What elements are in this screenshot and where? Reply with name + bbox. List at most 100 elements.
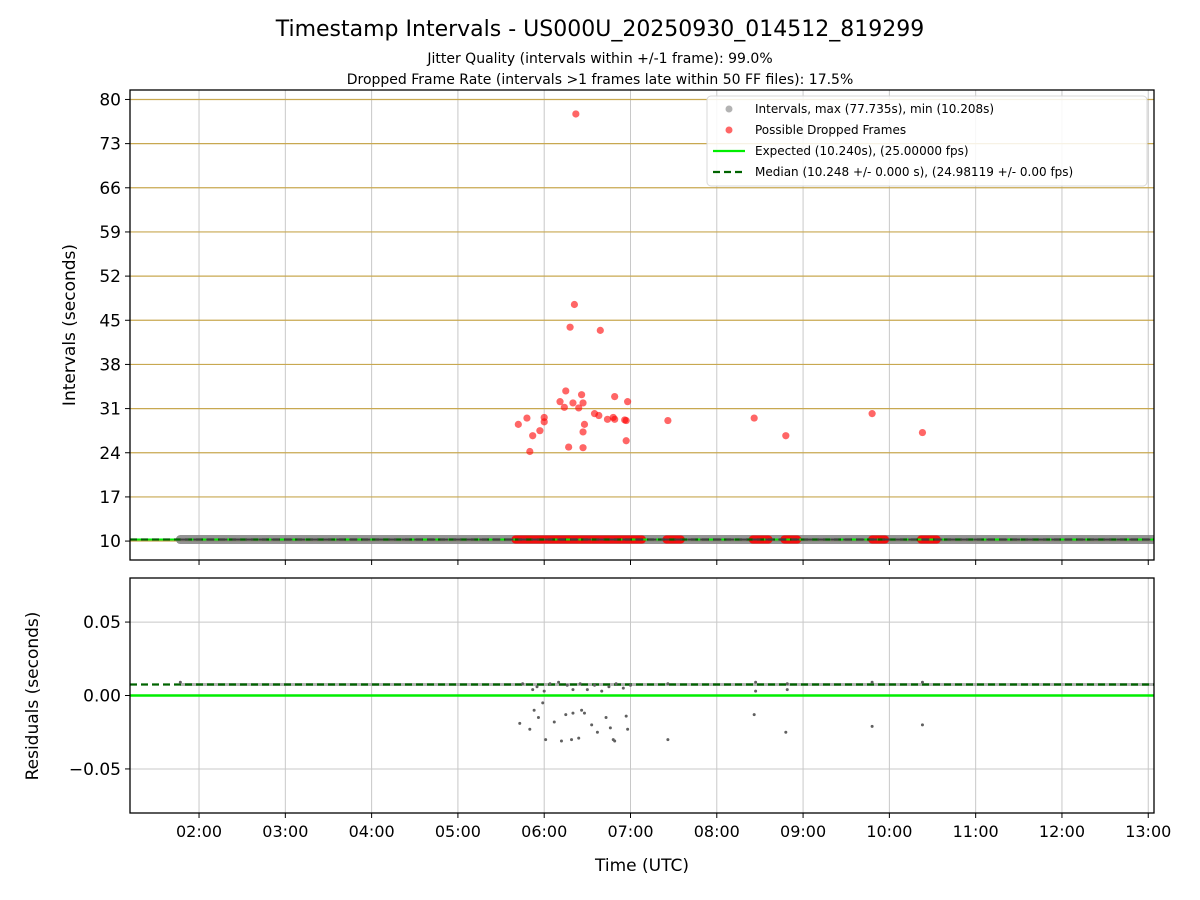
x-tick-label: 10:00 <box>866 822 912 841</box>
residual-point <box>608 726 612 730</box>
residual-point <box>607 685 611 689</box>
intervals-y-tick-label: 17 <box>99 488 121 508</box>
dropped-frame-point <box>622 437 630 445</box>
intervals-y-tick-label: 24 <box>99 444 121 464</box>
x-tick-label: 08:00 <box>694 822 740 841</box>
x-tick-label: 11:00 <box>953 822 999 841</box>
legend-marker-dropped <box>725 126 733 134</box>
residual-point <box>521 682 525 686</box>
dropped-frame-point <box>603 415 612 423</box>
residual-point <box>518 721 522 725</box>
dropped-frame-point <box>579 399 587 407</box>
residual-point <box>784 730 788 734</box>
residuals-y-tick-label: 0.00 <box>83 687 121 707</box>
x-tick-label: 07:00 <box>607 822 653 841</box>
intervals-frame <box>129 89 1155 561</box>
dropped-frame-point <box>570 300 579 309</box>
dropped-frame-point <box>556 398 564 406</box>
residual-point <box>571 711 575 715</box>
x-tick-label: 02:00 <box>176 822 222 841</box>
intervals-y-tick-label: 52 <box>99 267 121 287</box>
x-tick-label: 09:00 <box>780 822 826 841</box>
residual-point <box>528 727 532 731</box>
x-tick-label: 05:00 <box>435 822 481 841</box>
intervals-y-tick-label: 66 <box>99 179 121 199</box>
x-tick-label: 04:00 <box>349 822 395 841</box>
residual-point <box>593 683 597 687</box>
legend-box <box>706 95 1148 187</box>
residual-point <box>614 682 618 686</box>
residual-point <box>542 689 546 693</box>
dropped-frame-point <box>750 414 758 422</box>
legend-label-intervals: Intervals, max (77.735s), min (10.208s) <box>755 102 994 116</box>
residual-point <box>571 688 575 692</box>
dropped-frame-point <box>918 428 927 437</box>
residual-point <box>613 739 617 743</box>
dropped-frame-point <box>536 427 544 435</box>
intervals-y-tick-label: 31 <box>99 400 121 420</box>
residual-point <box>531 688 535 692</box>
dropped-frame-point <box>566 323 574 331</box>
dropped-frame-point <box>572 110 580 118</box>
intervals-plot-area <box>130 110 1154 545</box>
residual-point <box>595 730 599 734</box>
intervals-y-tick-label: 45 <box>99 311 121 331</box>
residual-point <box>604 716 608 720</box>
chart-title: Timestamp Intervals - US000U_20250930_01… <box>275 17 925 42</box>
dropped-frame-point <box>579 444 587 452</box>
chart-subtitle-jitter: Jitter Quality (intervals within +/-1 fr… <box>426 51 772 67</box>
residual-point <box>920 680 924 684</box>
dropped-frame-point <box>540 418 548 426</box>
dropped-frame-point <box>565 443 573 451</box>
residuals-plot-area <box>130 680 1154 743</box>
residuals-panel: 02:00 03:00 04:00 05:00 06:00 07:00 08:00 09:00… <box>23 577 1171 876</box>
legend: Intervals, max (77.735s), min (10.208s) … <box>706 95 1148 187</box>
residual-point <box>577 736 581 740</box>
dropped-frame-point <box>611 393 619 401</box>
legend-marker-intervals <box>725 105 733 113</box>
legend-label-dropped: Possible Dropped Frames <box>755 123 906 137</box>
residual-point <box>785 682 789 686</box>
residual-point <box>178 680 182 684</box>
residual-point <box>548 682 552 686</box>
residual-point <box>590 723 594 727</box>
x-axis-label: Time (UTC) <box>594 856 689 876</box>
residual-point <box>785 688 789 692</box>
dropped-frame-point <box>526 447 534 456</box>
x-tick-label: 03:00 <box>262 822 308 841</box>
residual-point <box>564 713 568 717</box>
intervals-y-tick-label: 10 <box>99 532 121 552</box>
residual-point <box>920 723 924 727</box>
residual-point <box>536 716 540 720</box>
dropped-frame-point <box>664 416 672 425</box>
residual-point <box>559 739 563 743</box>
dropped-frame-point <box>569 399 577 407</box>
residual-point <box>621 686 625 690</box>
residual-point <box>752 713 756 717</box>
residuals-y-tick-label: −0.05 <box>69 760 121 780</box>
residual-point <box>626 727 630 731</box>
x-tick-label: 06:00 <box>521 822 567 841</box>
residual-point <box>754 680 758 684</box>
residual-point <box>557 680 561 684</box>
residuals-axes: 02:00 03:00 04:00 05:00 06:00 07:00 08:00 09:00… <box>69 613 1171 841</box>
dropped-frame-point <box>624 398 632 406</box>
residual-point <box>600 689 604 693</box>
residual-point <box>628 683 632 687</box>
dropped-frame-point <box>782 432 790 440</box>
dropped-frame-point <box>523 414 531 422</box>
dropped-frame-point <box>575 404 583 412</box>
residual-point <box>535 685 539 689</box>
dropped-frame-point <box>622 416 630 425</box>
residual-point <box>666 738 670 742</box>
intervals-axes: 10 17 24 31 38 45 52 59 66 73 80 <box>99 90 1149 565</box>
intervals-y-tick-label: 80 <box>99 90 121 110</box>
residual-point <box>544 738 548 742</box>
residual-point <box>870 680 874 684</box>
intervals-panel: 10 17 24 31 38 45 52 59 66 73 80 Intervals (second… <box>60 89 1155 565</box>
residual-point <box>580 708 584 712</box>
residual-point <box>578 682 582 686</box>
residual-point <box>666 682 670 686</box>
intervals-y-tick-label: 73 <box>99 135 121 155</box>
